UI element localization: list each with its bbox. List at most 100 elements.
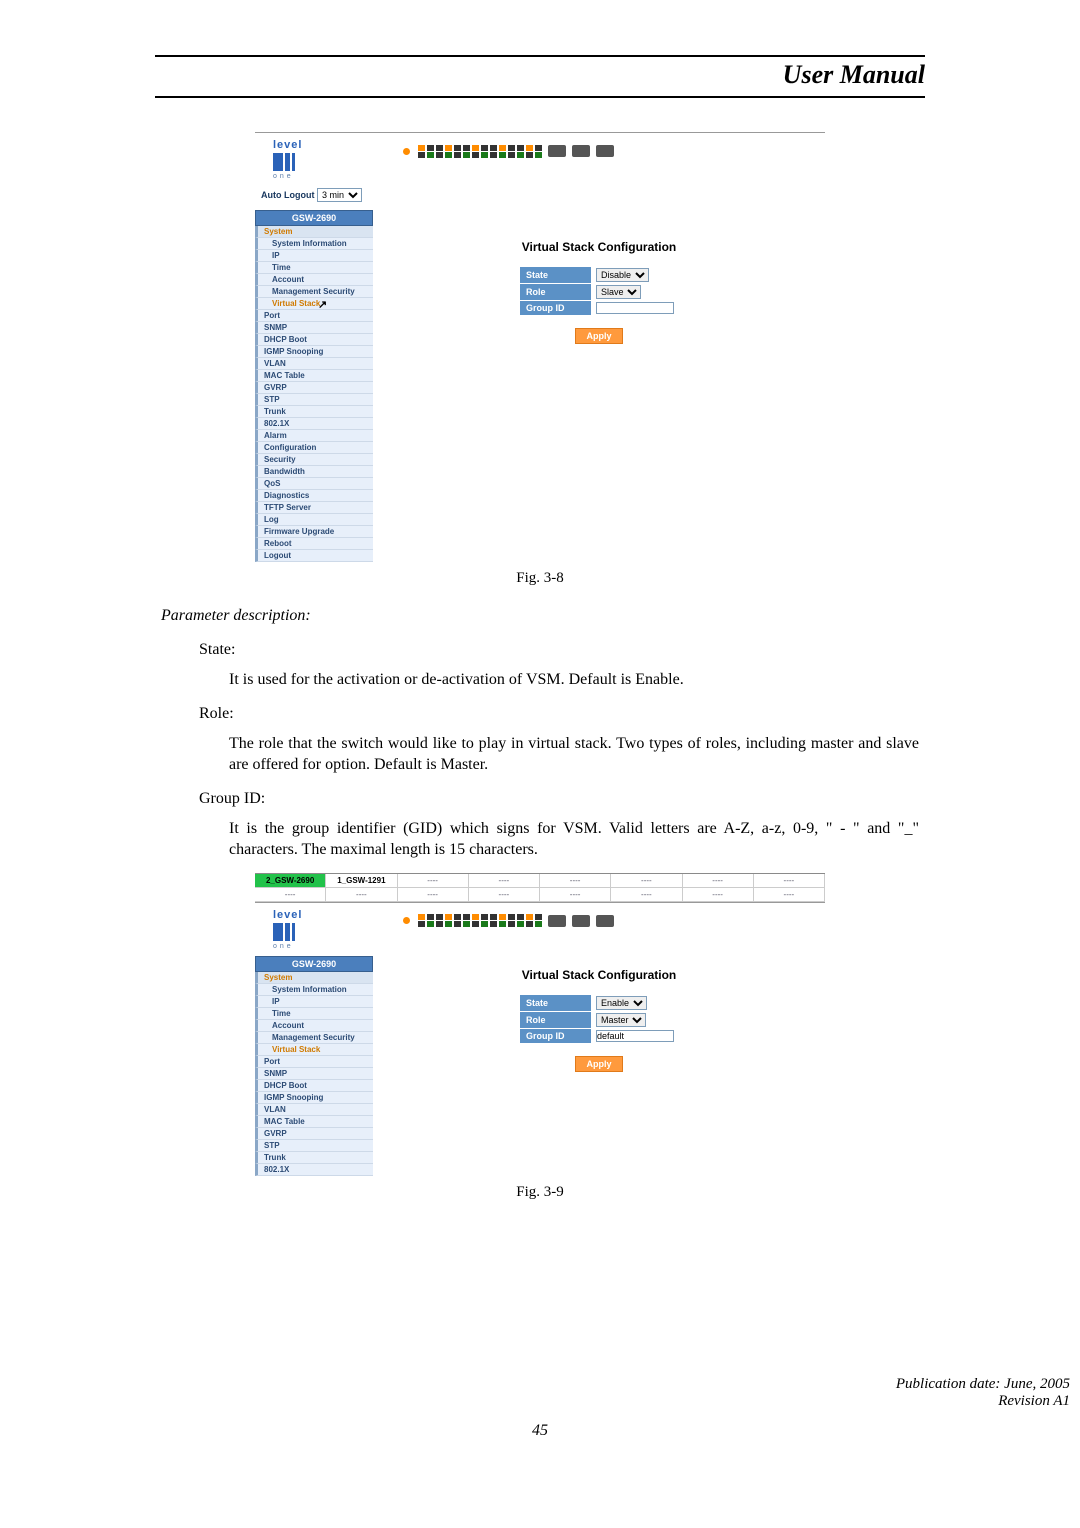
apply-button[interactable]: Apply [575,1056,622,1072]
stack-tab[interactable]: ---- [255,888,326,902]
stack-tab[interactable]: ---- [398,888,469,902]
role-select[interactable]: Slave [596,285,641,299]
sidebar-item-management-security[interactable]: Management Security [255,1032,373,1044]
state-select[interactable]: Disable [596,268,649,282]
state-def: It is used for the activation or de-acti… [229,669,919,691]
stack-tab[interactable]: ---- [611,888,682,902]
state-label: State [520,994,592,1011]
brand-logo-sub: one [273,943,385,950]
sidebar-item-system-information[interactable]: System Information [255,984,373,996]
group-id-label: Group ID [520,1028,592,1043]
stack-tab[interactable]: ---- [540,874,611,888]
sidebar-item-vlan[interactable]: VLAN [255,358,373,370]
sidebar-item-stp[interactable]: STP [255,394,373,406]
fig2-caption: Fig. 3-9 [155,1184,925,1201]
state-term: State: [199,641,919,659]
brand-logo: level [273,139,385,151]
sidebar-item-gvrp[interactable]: GVRP [255,1128,373,1140]
sidebar-item-account[interactable]: Account [255,1020,373,1032]
sidebar-item-mac-table[interactable]: MAC Table [255,1116,373,1128]
group-id-input[interactable] [596,302,674,314]
sidebar-item-system-information[interactable]: System Information [255,238,373,250]
sidebar-item-port[interactable]: Port [255,1056,373,1068]
uplink-module-icon [548,915,566,927]
stack-tab[interactable]: ---- [540,888,611,902]
sidebar-item-firmware-upgrade[interactable]: Firmware Upgrade [255,526,373,538]
stack-tab[interactable]: ---- [469,888,540,902]
sidebar-item-logout[interactable]: Logout [255,550,373,562]
auto-logout: Auto Logout 3 min [255,182,385,206]
vsc-config-table: State Disable Role Slave Group ID [519,266,679,316]
sidebar-item-igmp-snooping[interactable]: IGMP Snooping [255,346,373,358]
page-number: 45 [0,1422,1080,1440]
publication-date: Publication date: June, 2005 [310,1376,1070,1393]
sidebar-item-trunk[interactable]: Trunk [255,1152,373,1164]
state-label: State [520,267,592,284]
sidebar-item-log[interactable]: Log [255,514,373,526]
uplink-module-icon [596,915,614,927]
sidebar-item-reboot[interactable]: Reboot [255,538,373,550]
role-label: Role [520,284,592,301]
group-id-input[interactable] [596,1030,674,1042]
sidebar-item-virtual-stack[interactable]: Virtual Stack [255,298,373,310]
stack-tab[interactable]: 2_GSW-2690 [255,874,326,888]
sidebar-item-ip[interactable]: IP [255,250,373,262]
sidebar-item-stp[interactable]: STP [255,1140,373,1152]
stack-tab[interactable]: ---- [683,888,754,902]
sidebar-item-snmp[interactable]: SNMP [255,322,373,334]
sidebar-item-802-1x[interactable]: 802.1X [255,418,373,430]
sidebar-item-diagnostics[interactable]: Diagnostics [255,490,373,502]
role-select[interactable]: Master [596,1013,646,1027]
stack-tab[interactable]: ---- [611,874,682,888]
sidebar-item-dhcp-boot[interactable]: DHCP Boot [255,1080,373,1092]
sidebar-item-system[interactable]: System [255,972,373,984]
revision: Revision A1 [310,1393,1070,1410]
apply-button[interactable]: Apply [575,328,622,344]
sidebar-item-time[interactable]: Time [255,262,373,274]
param-desc-heading: Parameter description: [161,607,919,625]
brand-logo: level [273,909,385,921]
sidebar-item-security[interactable]: Security [255,454,373,466]
sidebar-model-header: GSW-2690 [255,956,373,972]
uplink-module-icon [572,915,590,927]
sidebar-item-gvrp[interactable]: GVRP [255,382,373,394]
sidebar-item-vlan[interactable]: VLAN [255,1104,373,1116]
port-led-icon [403,148,410,155]
sidebar-item-system[interactable]: System [255,226,373,238]
sidebar-item-port[interactable]: Port [255,310,373,322]
brand-logo-icon [273,923,385,941]
group-term: Group ID: [199,790,919,808]
sidebar-item-bandwidth[interactable]: Bandwidth [255,466,373,478]
sidebar-item-configuration[interactable]: Configuration [255,442,373,454]
sidebar-item-trunk[interactable]: Trunk [255,406,373,418]
sidebar-item-igmp-snooping[interactable]: IGMP Snooping [255,1092,373,1104]
content-title: Virtual Stack Configuration [381,240,817,254]
stack-tab[interactable]: ---- [326,888,397,902]
stack-tab[interactable]: ---- [754,888,825,902]
stack-tab[interactable]: 1_GSW-1291 [326,874,397,888]
stack-tab[interactable]: ---- [683,874,754,888]
sidebar-item-tftp-server[interactable]: TFTP Server [255,502,373,514]
stack-tab[interactable]: ---- [469,874,540,888]
auto-logout-select[interactable]: 3 min [317,188,362,202]
sidebar-item-virtual-stack[interactable]: Virtual Stack [255,1044,373,1056]
sidebar-item-ip[interactable]: IP [255,996,373,1008]
role-term: Role: [199,705,919,723]
sidebar-item-qos[interactable]: QoS [255,478,373,490]
state-select[interactable]: Enable [596,996,647,1010]
sidebar-item-time[interactable]: Time [255,1008,373,1020]
sidebar-item-snmp[interactable]: SNMP [255,1068,373,1080]
sidebar-item-802-1x[interactable]: 802.1X [255,1164,373,1176]
uplink-module-icon [596,145,614,157]
role-def: The role that the switch would like to p… [229,733,919,776]
sidebar-item-alarm[interactable]: Alarm [255,430,373,442]
sidebar-item-management-security[interactable]: Management Security [255,286,373,298]
sidebar-item-account[interactable]: Account [255,274,373,286]
brand-logo-sub: one [273,173,385,180]
stack-tab[interactable]: ---- [754,874,825,888]
sidebar-model-header: GSW-2690 [255,210,373,226]
stack-tab[interactable]: ---- [398,874,469,888]
switch-port-graphic [385,903,825,939]
sidebar-item-mac-table[interactable]: MAC Table [255,370,373,382]
sidebar-item-dhcp-boot[interactable]: DHCP Boot [255,334,373,346]
